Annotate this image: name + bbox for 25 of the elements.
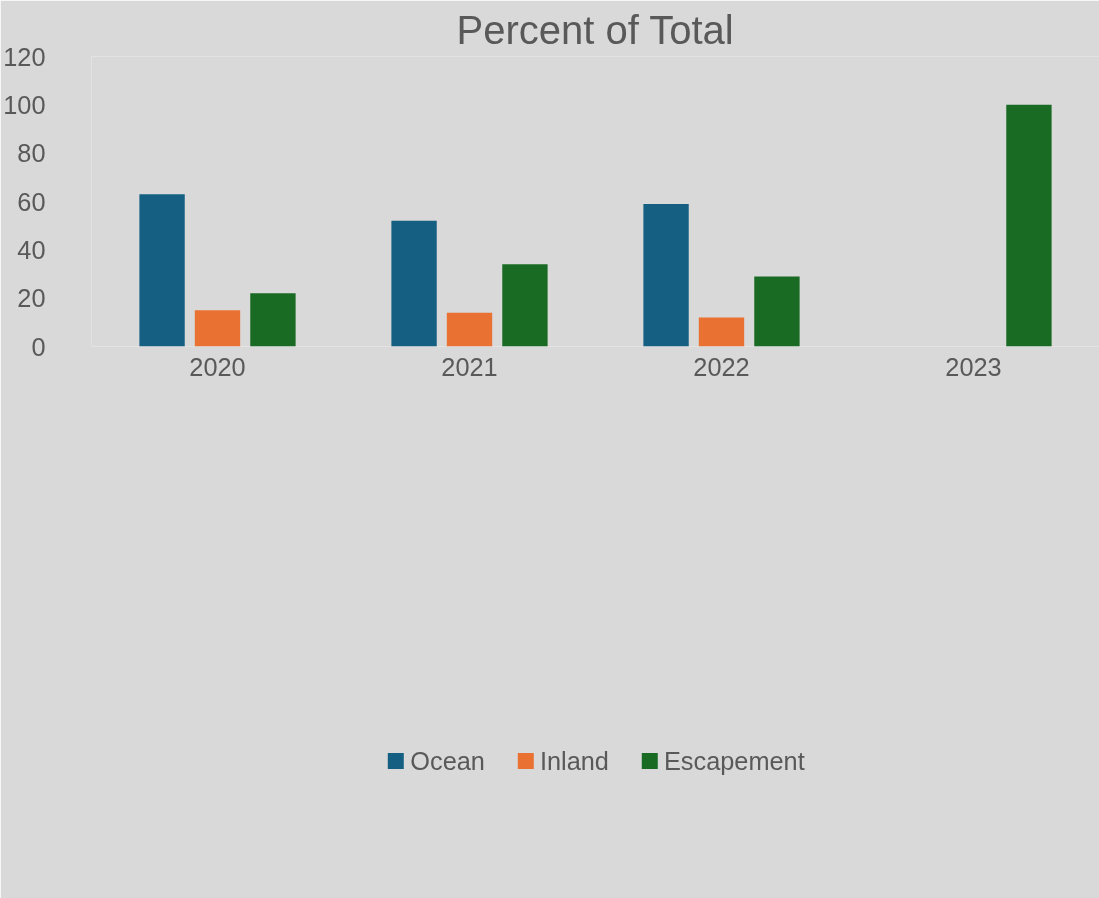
y-tick-label: 100 <box>3 90 46 119</box>
y-tick-label: 120 <box>3 42 46 71</box>
bar <box>754 276 800 347</box>
y-tick-label: 20 <box>17 284 46 313</box>
bar <box>391 220 437 347</box>
bar <box>502 264 548 347</box>
legend-label: Escapement <box>663 746 805 776</box>
bar <box>194 310 241 347</box>
x-tick-label: 2022 <box>693 352 750 381</box>
y-tick-label: 80 <box>17 139 46 168</box>
bar <box>446 312 493 347</box>
y-tick-label: 40 <box>17 235 46 264</box>
bar <box>698 317 745 347</box>
x-tick-label: 2021 <box>441 352 498 381</box>
y-tick-label: 60 <box>17 187 46 216</box>
bar <box>250 293 296 347</box>
bar <box>1006 104 1052 347</box>
x-tick-label: 2023 <box>945 352 1002 381</box>
legend-label: Inland <box>539 746 609 776</box>
bar <box>643 203 689 347</box>
chart-title: Percent of Total <box>456 7 734 52</box>
bar <box>139 194 185 347</box>
y-tick-label: 0 <box>31 332 46 361</box>
x-tick-label: 2020 <box>189 352 246 381</box>
legend-label: Ocean <box>410 746 485 776</box>
